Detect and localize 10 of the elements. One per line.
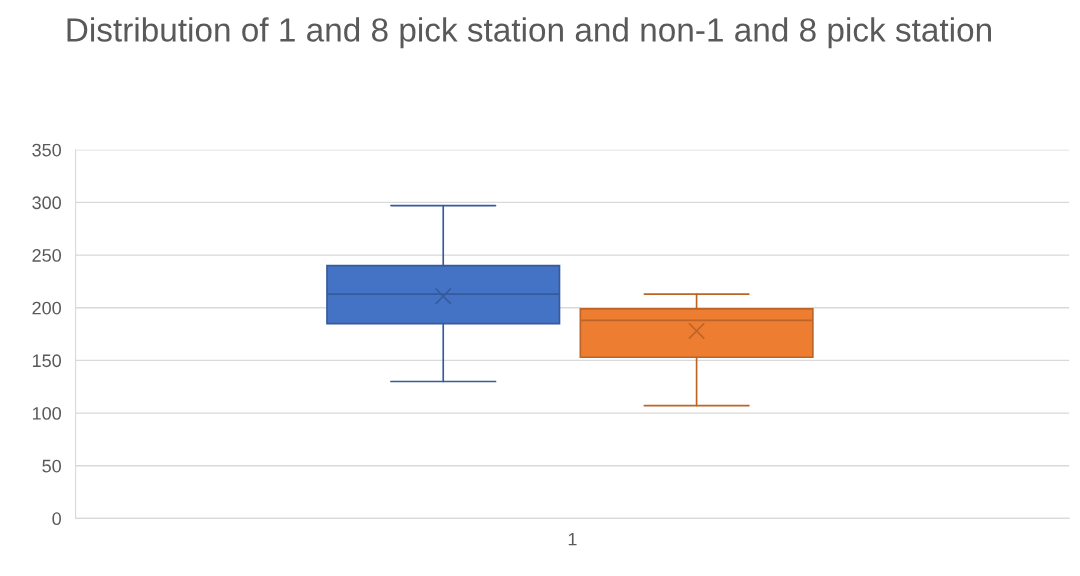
y-tick-label: 50 (42, 459, 62, 473)
x-tick-label: 1 (568, 532, 577, 546)
y-tick-label: 100 (32, 407, 62, 420)
y-tick-label: 300 (32, 196, 62, 210)
y-tick-label: 250 (32, 249, 62, 262)
y-tick-label: 350 (32, 143, 62, 157)
y-tick-label: 200 (32, 301, 62, 315)
y-tick-label: 0 (52, 512, 62, 526)
y-tick-label: 150 (32, 354, 62, 368)
chart-title: Distribution of 1 and 8 pick station and non-1 and 8 pick station (67, 17, 991, 49)
